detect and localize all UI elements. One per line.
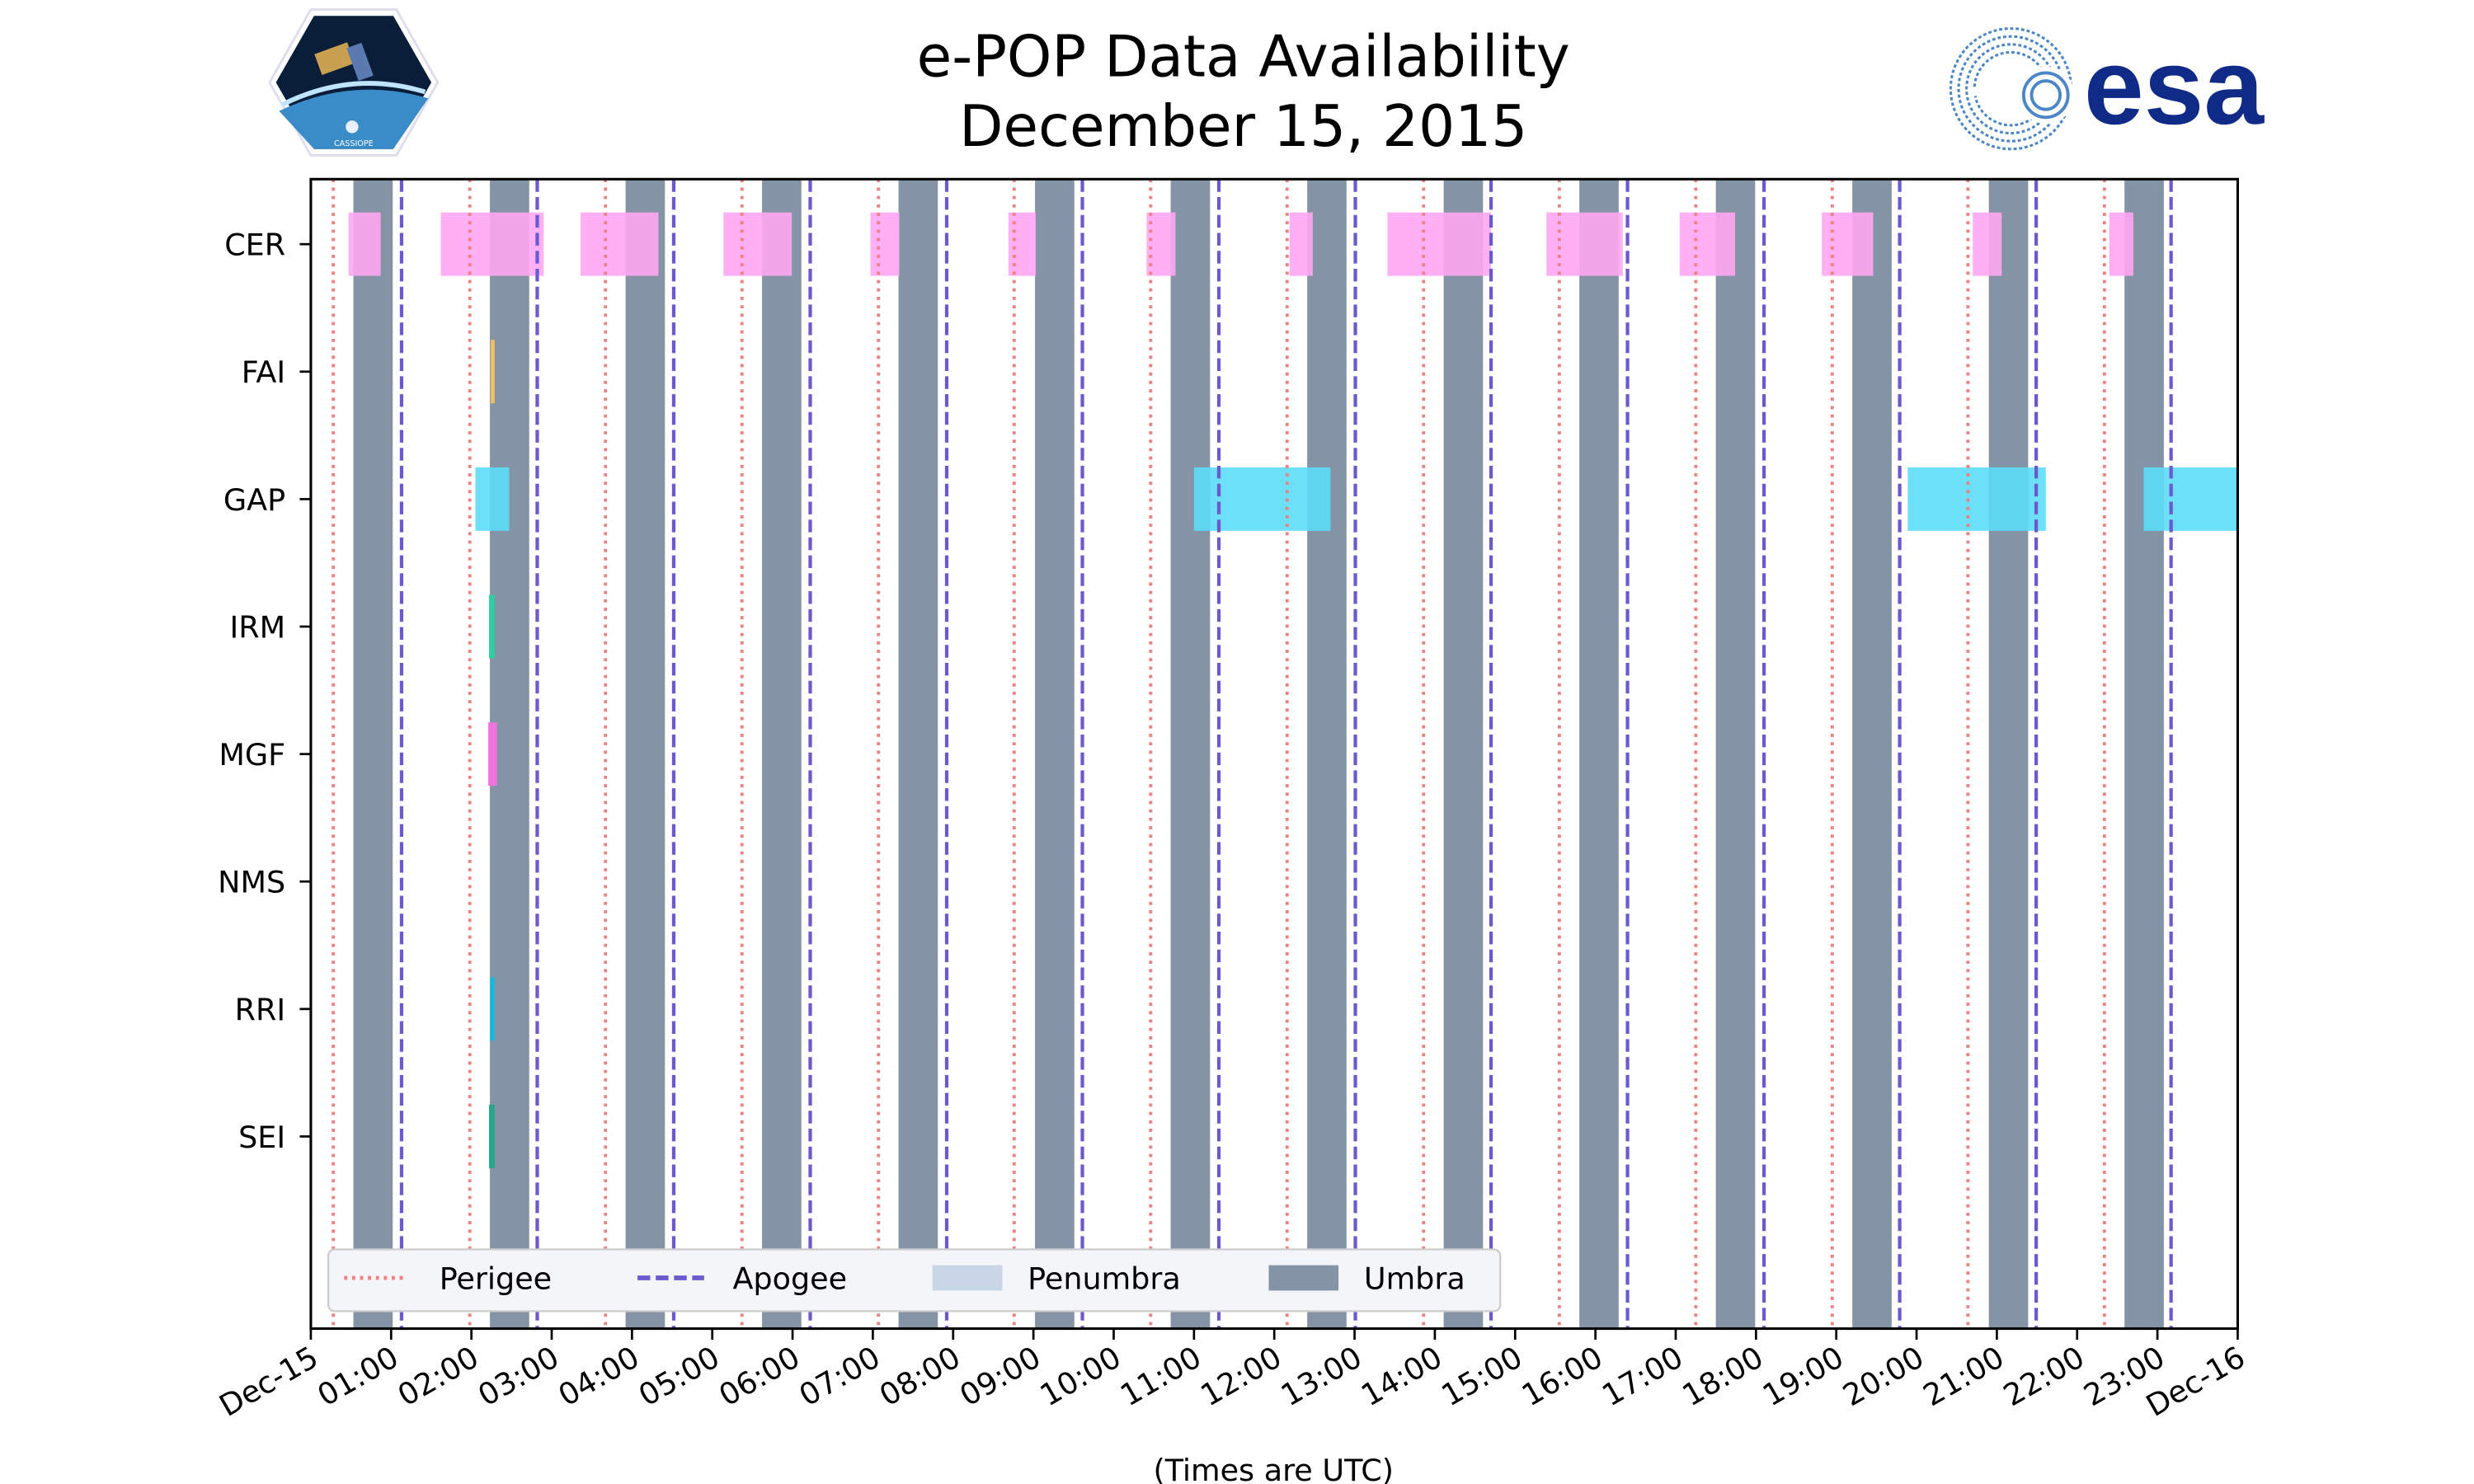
instrument-bar-cer <box>581 212 659 276</box>
x-axis: Dec-1501:0002:0003:0004:0005:0006:0007:0… <box>214 1328 2251 1424</box>
instrument-bar-cer <box>870 212 900 276</box>
x-tick-label: 03:00 <box>472 1339 565 1413</box>
instrument-bar-cer <box>348 212 381 276</box>
y-tick-label: MGF <box>219 737 285 773</box>
esa-logo-text: esa <box>2084 26 2265 147</box>
legend-umbra-swatch <box>1268 1265 1339 1291</box>
umbra-band <box>1988 179 2029 1329</box>
orbit-lines <box>332 179 2173 1329</box>
instrument-bar-cer <box>1822 212 1874 276</box>
instrument-bar-sei <box>489 1105 495 1168</box>
x-tick-label: 13:00 <box>1275 1339 1368 1413</box>
umbra-band <box>898 179 938 1329</box>
x-tick-label: 18:00 <box>1677 1339 1770 1413</box>
x-tick-label: 22:00 <box>1997 1339 2091 1413</box>
legend-box <box>327 1248 1502 1313</box>
instrument-bar-gap <box>2143 467 2238 531</box>
umbra-band <box>353 179 393 1329</box>
umbra-band <box>2124 179 2164 1329</box>
umbra-band <box>1852 179 1892 1329</box>
y-tick-label: SEI <box>238 1120 285 1155</box>
umbra-bands <box>353 179 2164 1329</box>
y-tick-label: FAI <box>242 355 285 390</box>
x-tick-label: 15:00 <box>1436 1339 1529 1413</box>
umbra-band <box>1035 179 1075 1329</box>
x-tick-label: 14:00 <box>1355 1339 1448 1413</box>
y-tick-label: GAP <box>223 482 285 518</box>
instrument-bar-cer <box>723 212 793 276</box>
legend-label: Perigee <box>440 1261 552 1296</box>
legend-label: Umbra <box>1364 1261 1465 1296</box>
chart-subtitle: December 15, 2015 <box>959 94 1527 160</box>
umbra-band <box>1715 179 1756 1329</box>
umbra-band <box>1443 179 1484 1329</box>
instrument-bar-cer <box>1289 212 1313 276</box>
umbra-band <box>1170 179 1211 1329</box>
y-tick-label: IRM <box>229 609 285 645</box>
umbra-band <box>762 179 802 1329</box>
x-tick-label: 07:00 <box>793 1339 887 1413</box>
cassiope-logo-text: CASSIOPE <box>334 139 374 148</box>
x-tick-label: 10:00 <box>1034 1339 1127 1413</box>
chart-title: e-POP Data Availability <box>917 24 1570 90</box>
instrument-bar-cer <box>1973 212 2002 276</box>
instrument-bar-rri <box>490 977 495 1041</box>
x-tick-label: 20:00 <box>1837 1339 1930 1413</box>
x-tick-label: 09:00 <box>954 1339 1047 1413</box>
legend: Perigee Apogee Penumbra Umbra <box>327 1248 1502 1313</box>
x-tick-label: 21:00 <box>1917 1339 2011 1413</box>
instrument-bar-cer <box>440 212 544 276</box>
instrument-bar-cer <box>1679 212 1736 276</box>
esa-logo: esa <box>1949 26 2265 151</box>
y-tick-label: CER <box>224 228 285 263</box>
instrument-bar-cer <box>1387 212 1492 276</box>
umbra-band <box>1579 179 1619 1329</box>
x-tick-label: 16:00 <box>1516 1339 1609 1413</box>
x-tick-label: 08:00 <box>873 1339 967 1413</box>
instrument-bar-gap <box>1193 467 1331 531</box>
x-tick-label: 01:00 <box>312 1339 405 1413</box>
y-tick-label: NMS <box>218 865 285 900</box>
instrument-bar-gap <box>475 467 510 531</box>
x-tick-label: 12:00 <box>1195 1339 1288 1413</box>
umbra-band <box>625 179 666 1329</box>
x-tick-label: 02:00 <box>392 1339 485 1413</box>
legend-label: Penumbra <box>1028 1261 1181 1296</box>
x-axis-label: (Times are UTC) <box>1153 1453 1394 1484</box>
x-tick-label: 05:00 <box>633 1339 726 1413</box>
legend-label: Apogee <box>732 1261 847 1296</box>
instrument-bar-irm <box>489 594 495 659</box>
y-tick-label: RRI <box>235 992 286 1027</box>
x-tick-label: 06:00 <box>713 1339 806 1413</box>
umbra-band <box>1307 179 1347 1329</box>
x-tick-label: 04:00 <box>553 1339 646 1413</box>
legend-penumbra-swatch <box>932 1265 1003 1291</box>
x-tick-label: Dec-15 <box>214 1339 324 1423</box>
plot-frame <box>309 177 2239 1331</box>
y-axis: CER FAI GAP IRM MGF NMS RRI SEI <box>218 228 311 1155</box>
instrument-bars <box>348 212 2238 1168</box>
instrument-bar-mgf <box>488 722 497 787</box>
x-tick-label: 17:00 <box>1596 1339 1689 1413</box>
instrument-bar-fai <box>491 340 495 404</box>
cassiope-logo: CASSIOPE <box>268 8 440 157</box>
x-tick-label: 19:00 <box>1757 1339 1850 1413</box>
instrument-bar-cer <box>2109 212 2133 276</box>
instrument-bar-gap <box>1907 467 2046 531</box>
x-tick-label: 11:00 <box>1114 1339 1207 1413</box>
